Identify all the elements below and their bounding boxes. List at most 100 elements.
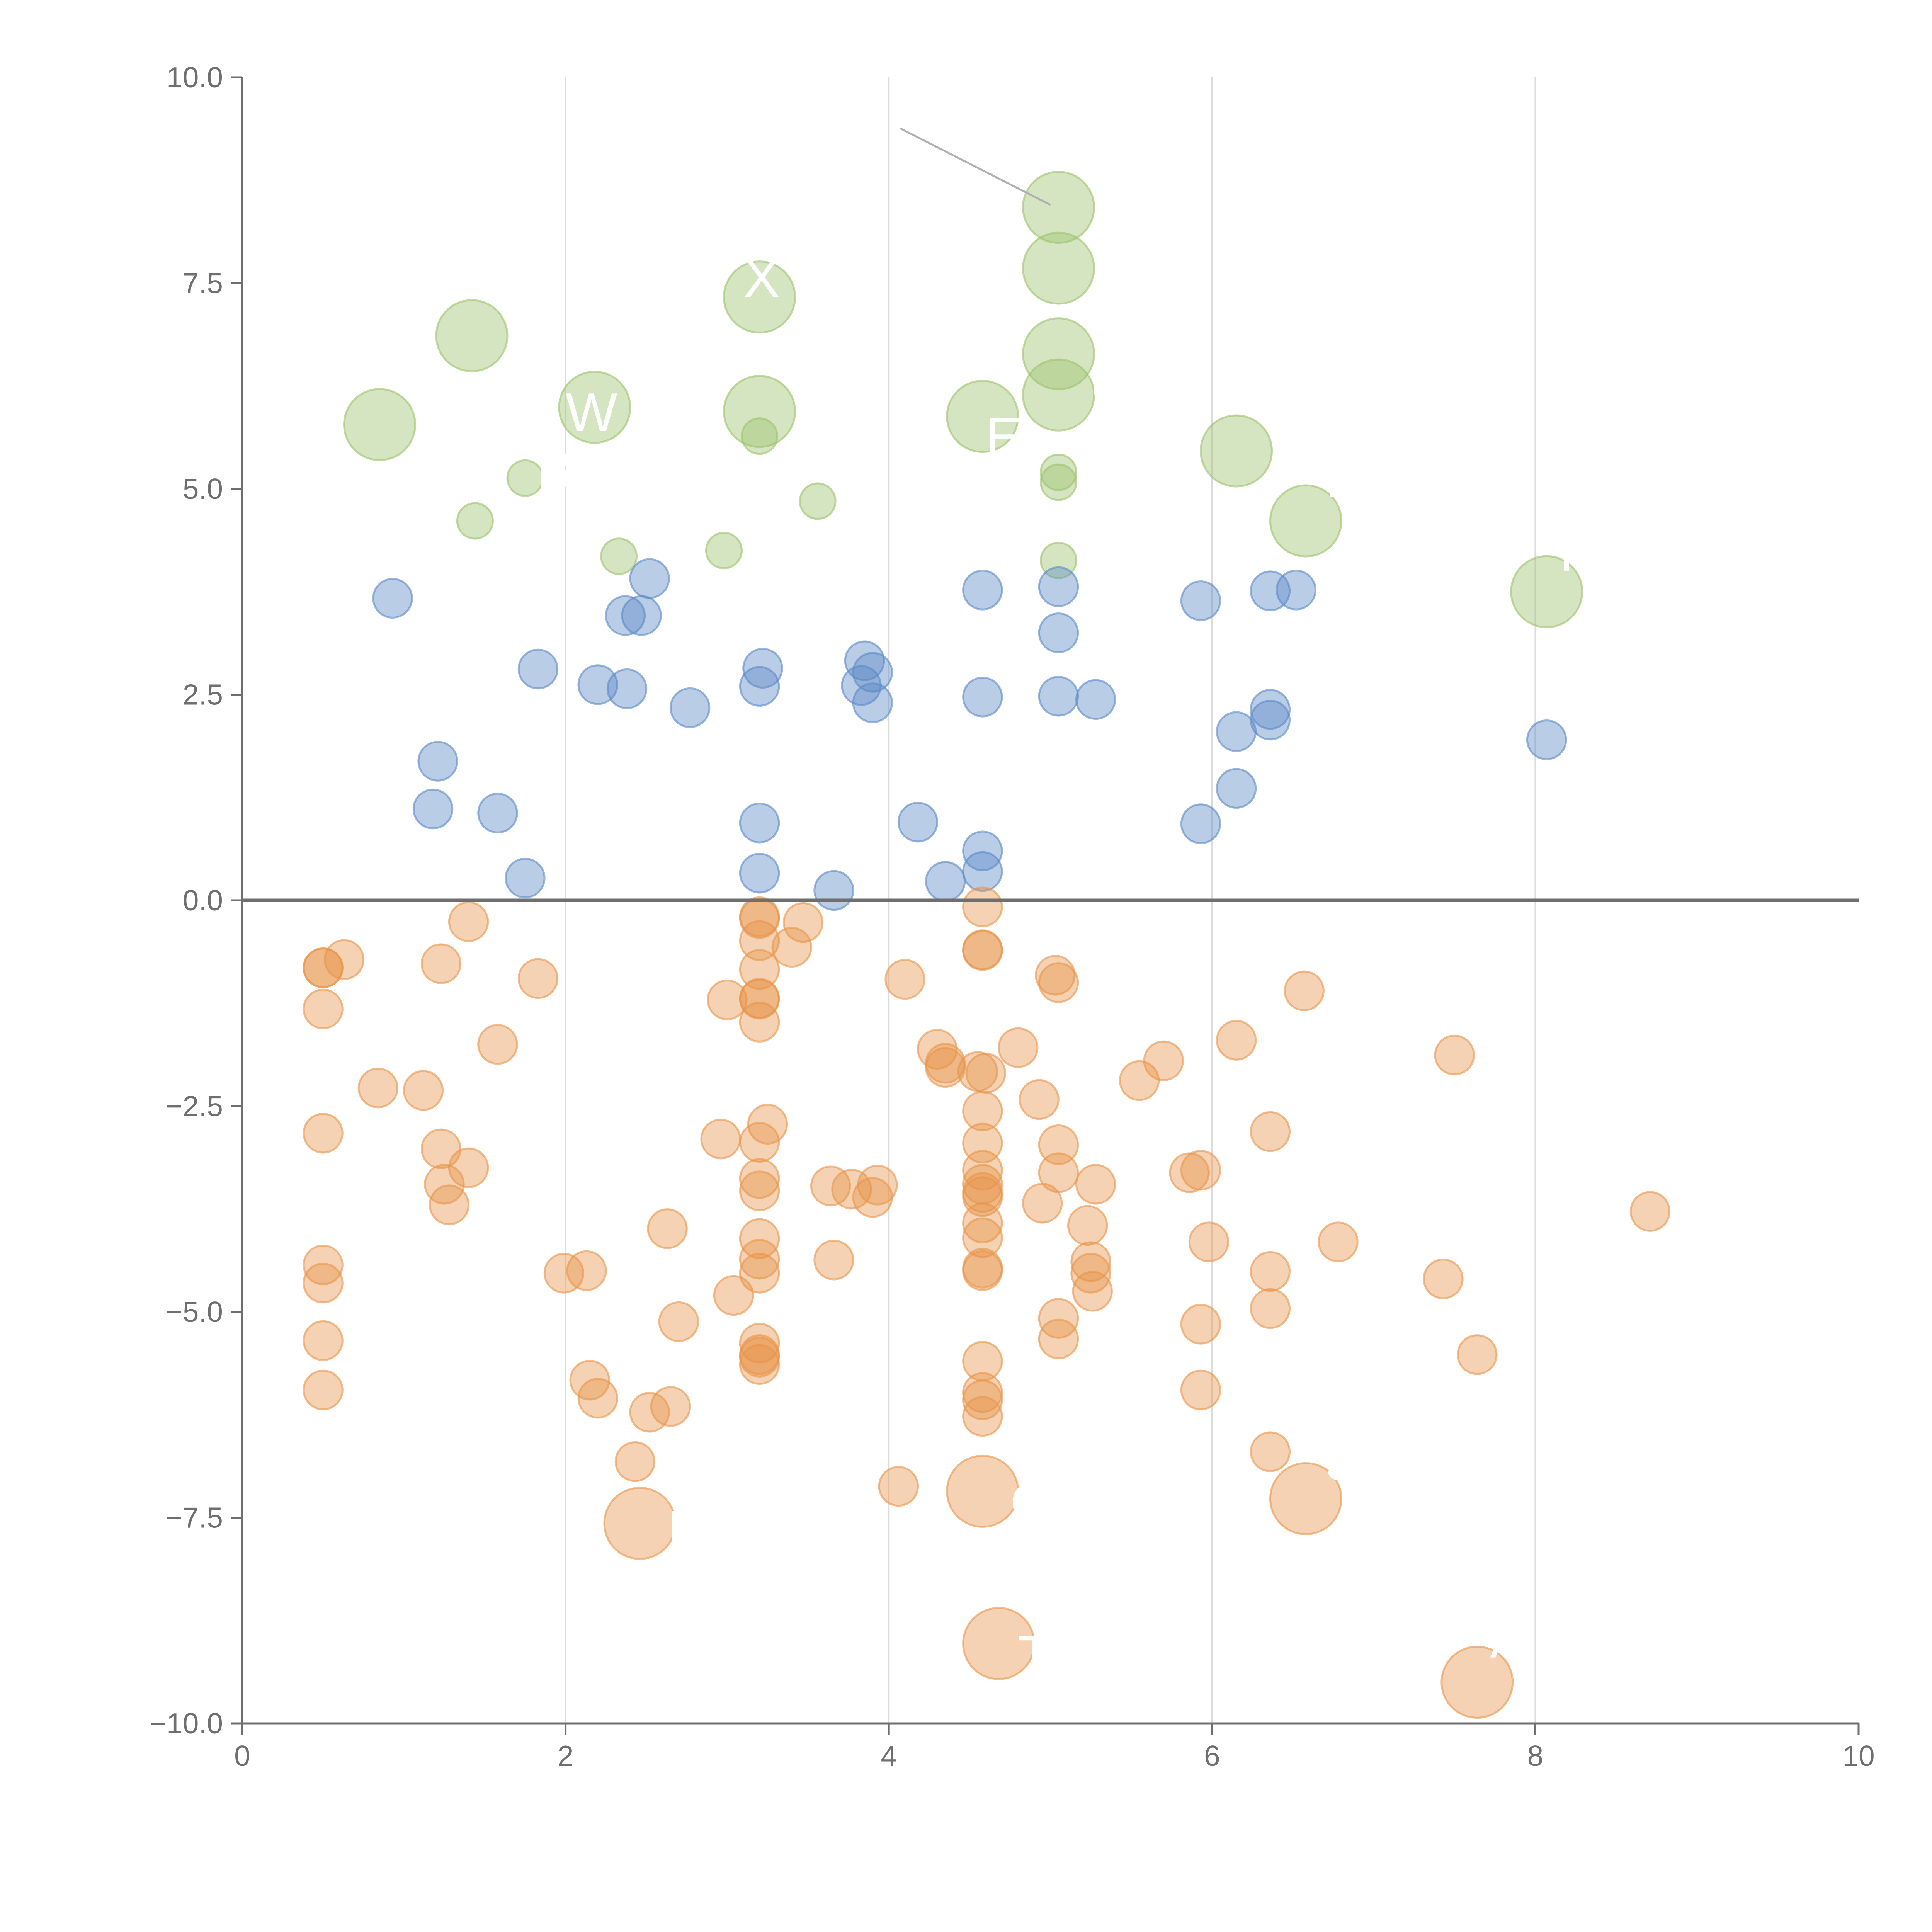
point-blue-0 bbox=[372, 578, 413, 619]
point-orange-100 bbox=[1180, 1369, 1221, 1411]
point-orange-15 bbox=[303, 1244, 344, 1286]
point-green-9 bbox=[343, 388, 417, 461]
point-blue-33 bbox=[1216, 768, 1257, 809]
point-green-4 bbox=[1022, 317, 1095, 391]
point-blue-5 bbox=[1038, 566, 1079, 607]
x-tick-label: 2 bbox=[558, 1740, 574, 1772]
y-tick-label: −2.5 bbox=[166, 1090, 223, 1122]
point-orange-16 bbox=[303, 1262, 344, 1304]
point-orange-84 bbox=[1038, 1124, 1079, 1165]
point-orange-14 bbox=[429, 1184, 470, 1225]
point-orange-37 bbox=[739, 978, 780, 1020]
point-orange-97 bbox=[1180, 1150, 1221, 1191]
point-green-16 bbox=[1039, 463, 1077, 501]
point-orange-19 bbox=[543, 1253, 585, 1294]
x-tick-label: 10 bbox=[1842, 1740, 1874, 1772]
point-orange-95 bbox=[1143, 1040, 1184, 1082]
point-orange-91 bbox=[1072, 1271, 1113, 1312]
point-orange-76 bbox=[962, 1250, 1003, 1291]
point-blue-37 bbox=[505, 857, 546, 899]
x-tick-label: 8 bbox=[1527, 1740, 1544, 1772]
point-orange-6 bbox=[303, 988, 344, 1029]
point-orange-42 bbox=[739, 1158, 780, 1199]
point-orange-24 bbox=[650, 1386, 691, 1427]
point-green-3 bbox=[435, 299, 509, 372]
point-orange-111 bbox=[1629, 1191, 1671, 1232]
point-orange-89 bbox=[1070, 1241, 1111, 1282]
point-orange-105 bbox=[1250, 1431, 1291, 1472]
y-tick-label: 5.0 bbox=[183, 473, 223, 505]
point-blue-24 bbox=[1250, 699, 1291, 741]
point-blue-13 bbox=[669, 687, 711, 728]
point-orange-7 bbox=[477, 1024, 518, 1065]
point-green-5 bbox=[558, 371, 631, 444]
point-blue-23 bbox=[1250, 689, 1291, 730]
point-orange-36 bbox=[739, 1002, 780, 1043]
point-orange-27 bbox=[658, 1301, 699, 1342]
point-orange-20 bbox=[566, 1250, 607, 1291]
point-orange-87 bbox=[1075, 1164, 1116, 1205]
point-orange-9 bbox=[403, 1070, 444, 1111]
point-orange-2 bbox=[323, 939, 365, 980]
point-orange-98 bbox=[1188, 1221, 1230, 1262]
point-orange-18 bbox=[303, 1369, 344, 1411]
y-axis-ticks: −10.0 −7.5 −5.0 −2.5 0.0 2.5 5.0 7.5 10.0 bbox=[150, 61, 242, 1740]
point-orange-48 bbox=[739, 1218, 780, 1259]
point-orange-93 bbox=[1038, 1318, 1079, 1359]
point-green-11 bbox=[1269, 484, 1342, 558]
point-blue-4 bbox=[962, 570, 1003, 611]
point-blue-19 bbox=[852, 682, 893, 723]
point-orange-109 bbox=[1423, 1259, 1464, 1299]
point-blue-12 bbox=[606, 668, 648, 709]
point-blue-26 bbox=[1526, 719, 1567, 760]
point-orange-106 bbox=[1284, 970, 1325, 1011]
point-orange-101 bbox=[1216, 1020, 1257, 1061]
point-label-d: D bbox=[1325, 447, 1365, 509]
point-orange-92 bbox=[1038, 1298, 1079, 1339]
x-tick-label: 6 bbox=[1204, 1740, 1220, 1772]
point-label-a: A bbox=[1490, 1608, 1527, 1670]
point-orange-64 bbox=[925, 1047, 966, 1088]
point-orange-61 bbox=[998, 1027, 1039, 1068]
point-green-15 bbox=[1039, 453, 1077, 491]
point-blue-1 bbox=[629, 558, 670, 599]
x-tick-label: 0 bbox=[234, 1740, 250, 1772]
point-orange-4 bbox=[448, 901, 489, 942]
point-label-s: S bbox=[1325, 1431, 1362, 1493]
point-orange-50 bbox=[739, 1253, 780, 1294]
point-orange-114 bbox=[962, 1607, 1036, 1680]
point-orange-53 bbox=[739, 1323, 780, 1364]
point-blue-27 bbox=[417, 741, 458, 782]
point-label-e: E bbox=[986, 406, 1022, 468]
point-blue-6 bbox=[1038, 612, 1079, 653]
y-tick-label: −10.0 bbox=[150, 1707, 223, 1740]
point-orange-41 bbox=[739, 1122, 780, 1163]
point-green-18 bbox=[456, 502, 494, 540]
point-orange-113 bbox=[946, 1454, 1019, 1528]
point-green-0 bbox=[1022, 171, 1095, 244]
point-orange-104 bbox=[1250, 1288, 1291, 1329]
point-orange-31 bbox=[782, 902, 824, 943]
point-orange-108 bbox=[1434, 1034, 1475, 1076]
point-blue-32 bbox=[1180, 803, 1221, 844]
point-label-w: W bbox=[566, 382, 617, 443]
point-orange-47 bbox=[857, 1165, 898, 1206]
point-orange-3 bbox=[420, 943, 462, 984]
point-blue-30 bbox=[739, 803, 780, 844]
y-tick-label: 10.0 bbox=[167, 61, 223, 94]
point-green-13 bbox=[741, 417, 779, 455]
point-blue-25 bbox=[1216, 711, 1257, 752]
point-label-b: B bbox=[536, 439, 573, 501]
point-orange-110 bbox=[1457, 1334, 1498, 1375]
point-green-10 bbox=[1200, 414, 1273, 488]
data-points bbox=[303, 171, 1671, 1719]
point-blue-20 bbox=[962, 677, 1003, 718]
point-orange-112 bbox=[603, 1486, 677, 1560]
point-orange-52 bbox=[713, 1275, 754, 1316]
point-label-c: C bbox=[1091, 357, 1131, 418]
point-orange-1 bbox=[303, 947, 344, 988]
point-orange-81 bbox=[1019, 1079, 1060, 1120]
point-orange-51 bbox=[813, 1240, 854, 1281]
point-orange-8 bbox=[357, 1067, 399, 1109]
y-tick-label: −7.5 bbox=[166, 1502, 223, 1534]
